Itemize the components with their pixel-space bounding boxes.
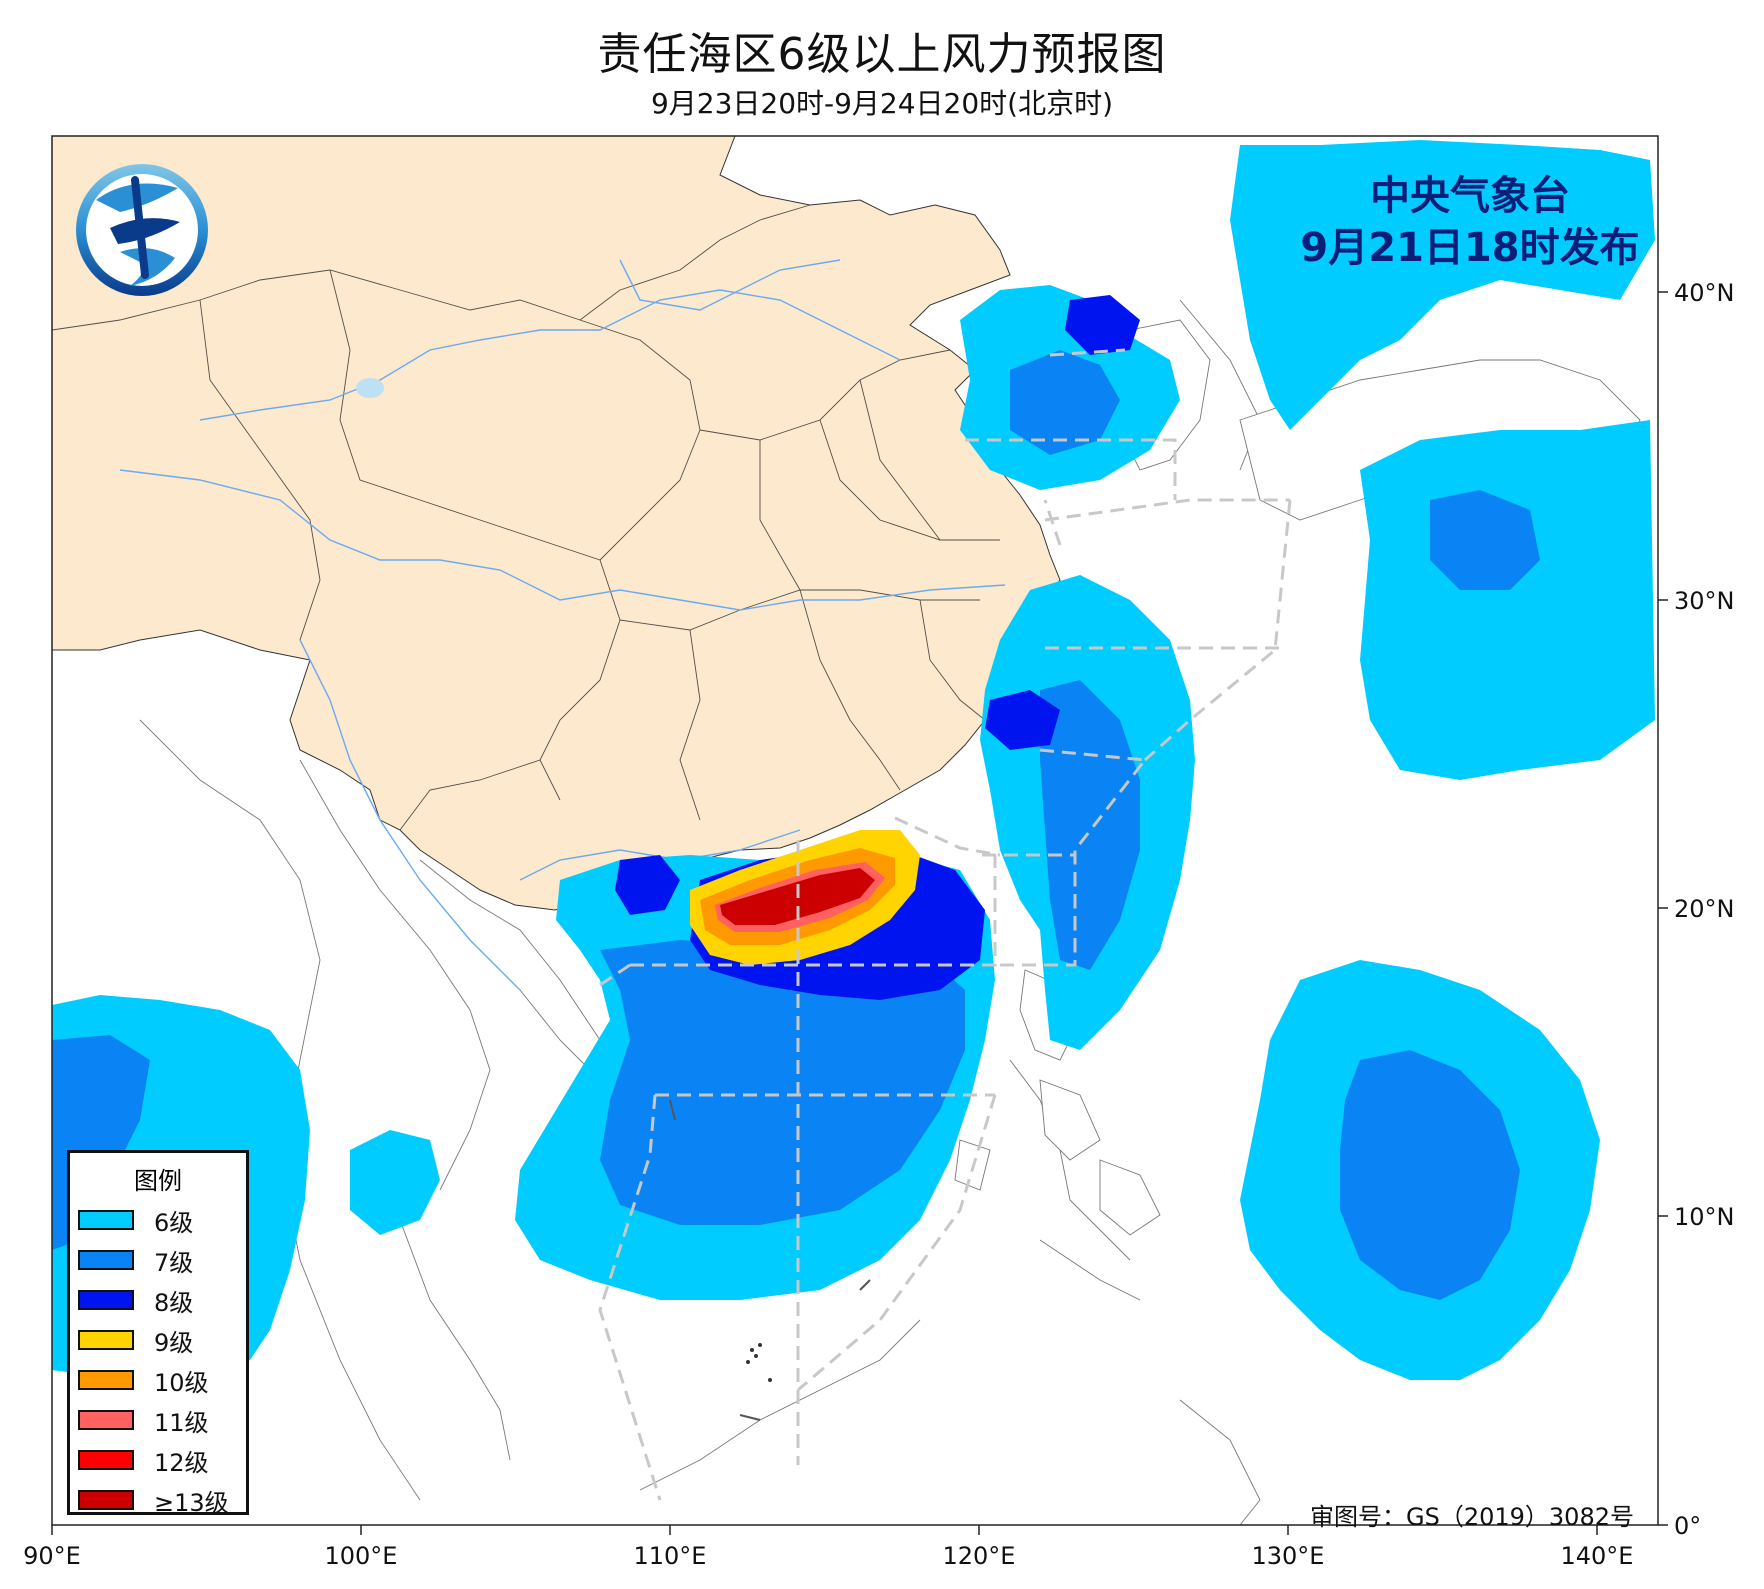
legend-swatch	[78, 1490, 134, 1510]
map-subtitle: 9月23日20时-9月24日20时(北京时)	[650, 87, 1114, 120]
legend-label: 10级	[154, 1368, 209, 1397]
issuer-stamp: 中央气象台 9月21日18时发布	[1270, 170, 1670, 274]
legend-item: 10级	[70, 1360, 246, 1400]
legend-label: ≥13级	[154, 1488, 229, 1517]
legend-item: 7级	[70, 1240, 246, 1280]
lon-label: 140°E	[1561, 1542, 1634, 1570]
legend-swatch	[78, 1370, 134, 1390]
legend-swatch	[78, 1210, 134, 1230]
legend-title: 图例	[134, 1167, 182, 1195]
legend-label: 8级	[154, 1288, 194, 1317]
cma-logo-icon	[76, 164, 208, 296]
legend-item: 6级	[70, 1200, 246, 1240]
lon-label: 120°E	[943, 1542, 1016, 1570]
lon-label: 100°E	[325, 1542, 398, 1570]
legend-item: 8级	[70, 1280, 246, 1320]
legend-label: 7级	[154, 1248, 194, 1277]
map-title: 责任海区6级以上风力预报图	[597, 29, 1167, 80]
lat-label: 40°N	[1674, 279, 1735, 307]
review-number: 审图号：GS（2019）3082号	[1310, 1503, 1634, 1531]
legend-swatch	[78, 1410, 134, 1430]
axis-ticks	[51, 291, 1668, 1535]
legend-item: ≥13级	[70, 1480, 246, 1520]
legend-swatch	[78, 1250, 134, 1270]
lat-label: 30°N	[1674, 587, 1735, 615]
philippines-islands	[954, 969, 1161, 1236]
legend-label: 6级	[154, 1208, 194, 1237]
legend-swatch	[78, 1290, 134, 1310]
lon-label: 90°E	[23, 1542, 81, 1570]
issuer-time: 9月21日18时发布	[1300, 225, 1640, 271]
legend: 图例 6级 7级 8级 9级 10级 11级 12级 ≥13级	[67, 1150, 249, 1517]
legend-item: 9级	[70, 1320, 246, 1360]
issuer-agency: 中央气象台	[1370, 173, 1570, 219]
legend-item: 12级	[70, 1440, 246, 1480]
qinghai-lake	[356, 378, 384, 398]
legend-items: 6级 7级 8级 9级 10级 11级 12级 ≥13级	[70, 1200, 246, 1520]
lon-label: 130°E	[1252, 1542, 1325, 1570]
rivers	[119, 259, 1006, 991]
lat-label: 10°N	[1674, 1203, 1735, 1231]
legend-label: 9级	[154, 1328, 194, 1357]
legend-item: 11级	[70, 1400, 246, 1440]
lat-label: 0°	[1674, 1512, 1701, 1540]
lon-label: 110°E	[634, 1542, 707, 1570]
province-borders	[52, 204, 1000, 831]
legend-label: 11级	[154, 1408, 209, 1437]
nine-dash-line	[669, 1099, 871, 1421]
legend-swatch	[78, 1450, 134, 1470]
legend-swatch	[78, 1330, 134, 1350]
china-landmass	[52, 136, 1061, 911]
lat-label: 20°N	[1674, 895, 1735, 923]
legend-label: 12级	[154, 1448, 209, 1477]
map-frame	[51, 135, 1659, 1526]
sea-area-boundaries	[598, 348, 1292, 1501]
south-china-sea-islands	[746, 1343, 772, 1382]
